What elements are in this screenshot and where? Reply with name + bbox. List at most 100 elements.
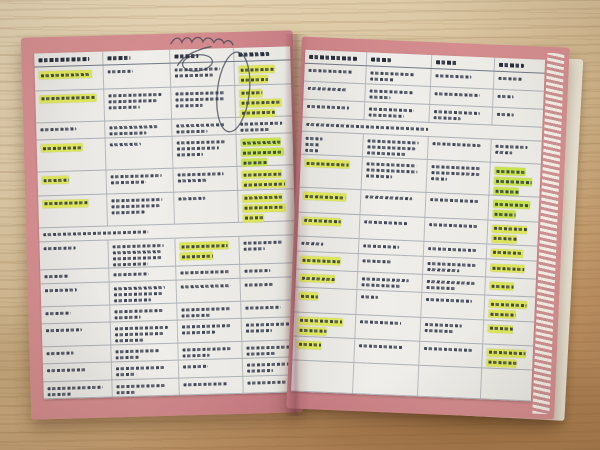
table-cell <box>299 154 364 190</box>
handwriting-line <box>369 107 415 113</box>
handwriting-line <box>174 73 214 78</box>
handwriting-line <box>175 122 224 128</box>
handwriting-line <box>112 255 164 261</box>
handwriting-line <box>245 328 272 333</box>
handwriting-line <box>431 177 447 182</box>
table-cell <box>241 300 298 318</box>
highlighted-handwriting-line <box>240 147 285 157</box>
left-notes-table-root <box>34 46 300 400</box>
table-cell <box>177 318 242 343</box>
handwriting-line <box>183 381 228 386</box>
highlighted-handwriting-line <box>39 93 97 103</box>
column-header-cell <box>304 49 368 66</box>
table-cell <box>486 260 537 279</box>
table-cell <box>296 251 360 272</box>
handwriting-line <box>246 369 273 373</box>
handwriting-line <box>175 103 203 108</box>
handwriting-line <box>174 67 220 72</box>
table-cell <box>173 167 238 192</box>
highlighted-handwriting-line <box>489 263 525 274</box>
handwriting-line <box>360 319 401 325</box>
highlighted-handwriting-line <box>492 200 531 210</box>
highlighted-handwriting-line <box>300 255 341 266</box>
table-cell <box>493 90 544 109</box>
handwriting-line <box>246 345 291 350</box>
handwriting-line <box>367 151 407 156</box>
table-cell <box>431 69 495 89</box>
handwriting-line <box>426 298 472 304</box>
table-cell <box>424 217 488 244</box>
handwriting-line <box>361 295 378 300</box>
handwriting-line <box>47 385 103 390</box>
handwriting-line <box>370 71 415 77</box>
handwriting-line <box>365 195 412 201</box>
left-page <box>20 30 304 420</box>
table-cell <box>485 278 536 297</box>
table-cell <box>293 311 357 338</box>
table-cell <box>110 320 178 345</box>
handwriting-line <box>307 86 347 92</box>
highlighted-handwriting-line <box>493 177 532 187</box>
handwriting-line <box>431 171 480 177</box>
table-cell <box>105 136 174 170</box>
handwriting-line <box>180 283 231 289</box>
handwriting-line <box>361 283 402 289</box>
table-cell <box>493 72 544 91</box>
handwriting-line <box>43 230 149 237</box>
highlighted-handwriting-line <box>42 198 89 209</box>
table-cell <box>486 244 537 260</box>
table-cell <box>358 254 424 275</box>
highlighted-handwriting-line <box>238 74 268 84</box>
handwriting-line <box>44 274 69 279</box>
column-header-cell <box>431 55 495 71</box>
table-cell <box>40 268 110 284</box>
table-cell <box>484 296 535 321</box>
highlighted-handwriting-line <box>41 175 70 185</box>
handwriting-line <box>432 142 481 148</box>
handwriting-line <box>108 92 161 97</box>
table-cell <box>236 133 293 167</box>
highlighted-handwriting-line <box>240 137 281 147</box>
handwriting-line <box>176 129 208 134</box>
table-cell <box>178 358 243 378</box>
table-cell <box>291 360 355 394</box>
handwriting-line <box>109 131 147 136</box>
table-cell <box>482 344 533 369</box>
table-cell <box>175 236 240 266</box>
handwriting-line <box>108 98 157 103</box>
highlighted-handwriting-line <box>493 167 526 177</box>
handwriting-line <box>306 122 428 131</box>
table-cell <box>37 170 108 196</box>
table-cell <box>43 379 113 399</box>
handwriting-line <box>114 308 163 313</box>
highlighted-handwriting-line <box>40 143 84 153</box>
highlighted-handwriting-line <box>489 281 514 291</box>
handwriting-line <box>110 180 146 185</box>
handwriting-line <box>182 364 208 369</box>
highlighted-handwriting-line <box>299 273 336 284</box>
table-cell <box>366 66 432 86</box>
table-cell <box>488 196 539 221</box>
handwriting-line <box>244 282 274 287</box>
table-cell <box>356 290 423 317</box>
highlighted-handwriting-line <box>302 216 342 227</box>
table-cell <box>170 61 235 87</box>
table-cell <box>357 272 424 293</box>
handwriting-line <box>305 148 319 153</box>
table-cell <box>176 301 242 320</box>
handwriting-line <box>113 272 149 277</box>
table-cell <box>430 86 494 107</box>
handwriting-line <box>496 112 515 117</box>
handwriting-line <box>38 56 90 63</box>
highlighted-handwriting-line <box>304 159 351 169</box>
table-cell <box>292 336 356 363</box>
highlighted-handwriting-line <box>487 309 516 319</box>
handwriting-line <box>176 140 226 145</box>
handwriting-line <box>498 62 525 68</box>
handwriting-line <box>366 174 392 179</box>
handwriting-line <box>111 210 146 215</box>
handwriting-line <box>109 124 158 130</box>
handwriting-line <box>110 174 162 179</box>
handwriting-line <box>308 54 357 61</box>
